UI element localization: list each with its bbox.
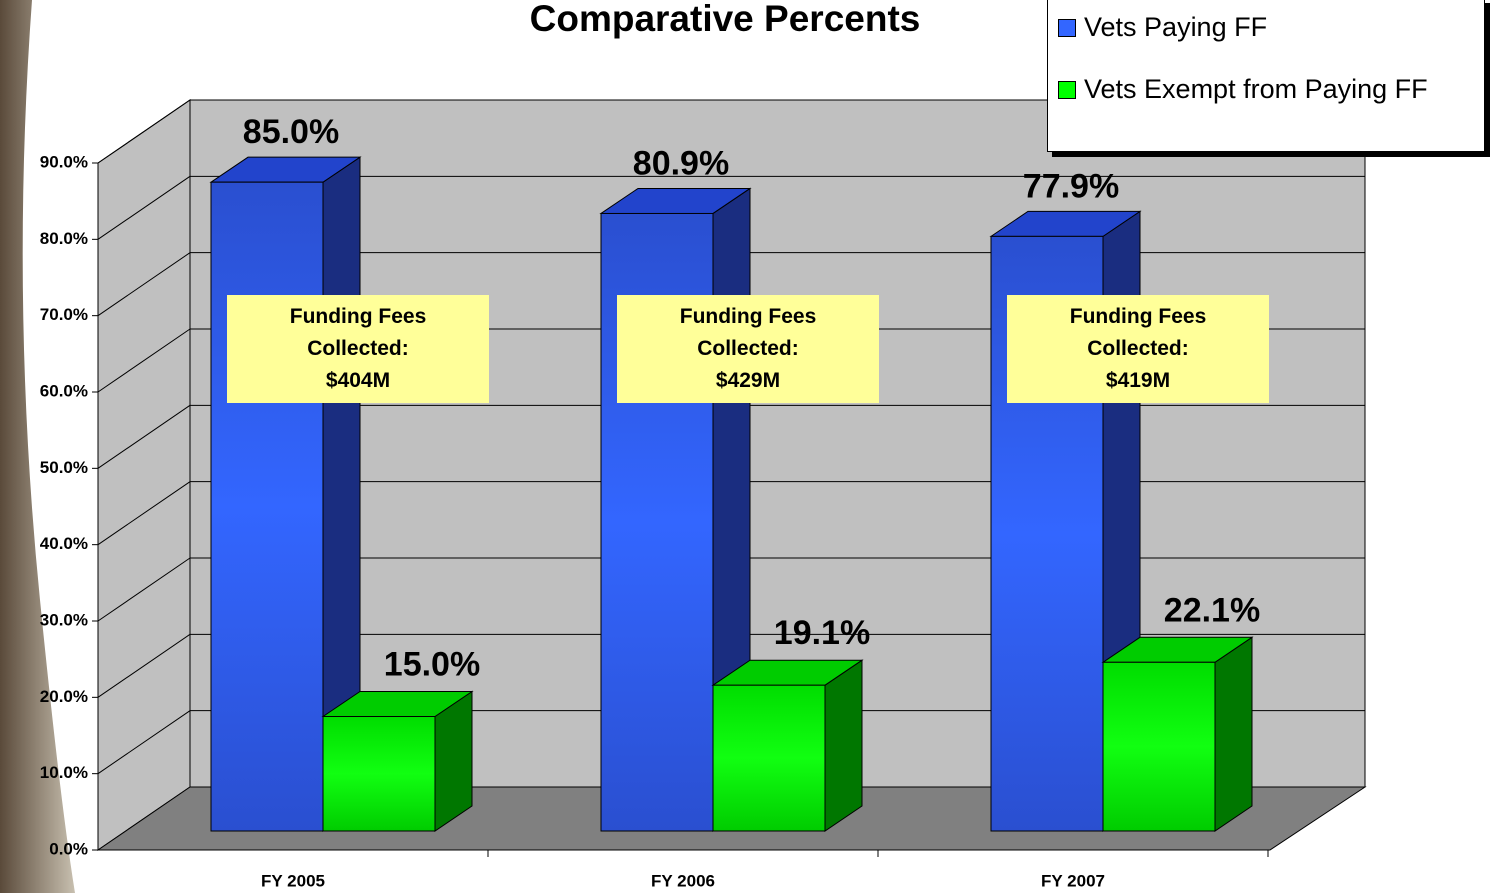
bar-side — [1214, 636, 1253, 832]
annotation: Funding Fees Collected: $429M — [617, 295, 879, 403]
bar — [711, 659, 864, 832]
x-tick-label: FY 2006 — [651, 871, 715, 890]
bar — [209, 156, 362, 832]
chart-title: Comparative Percents — [529, 0, 921, 39]
y-tick-label: 30.0% — [40, 610, 88, 629]
y-tick-label: 40.0% — [40, 534, 88, 553]
decoration — [0, 0, 75, 893]
grid-line — [97, 252, 191, 317]
grid-line — [97, 99, 191, 164]
legend-item: Vets Exempt from Paying FF — [1058, 73, 1474, 105]
bar-front — [210, 181, 324, 832]
value-label: 85.0% — [243, 113, 339, 151]
bar — [321, 690, 474, 832]
value-label: 15.0% — [384, 645, 480, 683]
bar-front — [712, 684, 826, 832]
value-label: 77.9% — [1023, 167, 1119, 205]
value-label: 22.1% — [1164, 591, 1260, 629]
annotation: Funding Fees Collected: $404M — [227, 295, 489, 403]
legend-swatch — [1058, 19, 1076, 37]
value-label: 80.9% — [633, 144, 729, 182]
y-tick-label: 70.0% — [40, 305, 88, 324]
grid-line — [97, 557, 191, 622]
bar-front — [322, 716, 436, 832]
legend-label: Vets Paying FF — [1084, 12, 1268, 42]
y-tick-label: 10.0% — [40, 763, 88, 782]
grid-line — [97, 481, 191, 546]
bar — [1101, 636, 1254, 832]
y-tick-label: 50.0% — [40, 458, 88, 477]
annotation: Funding Fees Collected: $419M — [1007, 295, 1269, 403]
grid-line — [97, 633, 191, 698]
y-tick-label: 0.0% — [49, 839, 88, 858]
y-tick-label: 60.0% — [40, 381, 88, 400]
legend-item: Vets Paying FF — [1058, 11, 1474, 43]
grid-line — [97, 175, 191, 240]
legend-label: Vets Exempt from Paying FF — [1084, 74, 1428, 104]
x-tick-label: FY 2007 — [1041, 871, 1105, 890]
legend: Vets Paying FF Vets Exempt from Paying FF — [1047, 0, 1485, 152]
grid-line — [97, 710, 191, 775]
legend-swatch — [1058, 81, 1076, 99]
y-tick-label: 20.0% — [40, 687, 88, 706]
side-wall — [97, 99, 191, 851]
grid-line — [97, 404, 191, 469]
y-tick-label: 90.0% — [40, 152, 88, 171]
y-tick-label: 80.0% — [40, 229, 88, 248]
x-tick-label: FY 2005 — [261, 871, 325, 890]
grid-line — [97, 328, 191, 393]
bar-side — [824, 659, 863, 832]
value-label: 19.1% — [774, 614, 870, 652]
bar-front — [1102, 661, 1216, 832]
